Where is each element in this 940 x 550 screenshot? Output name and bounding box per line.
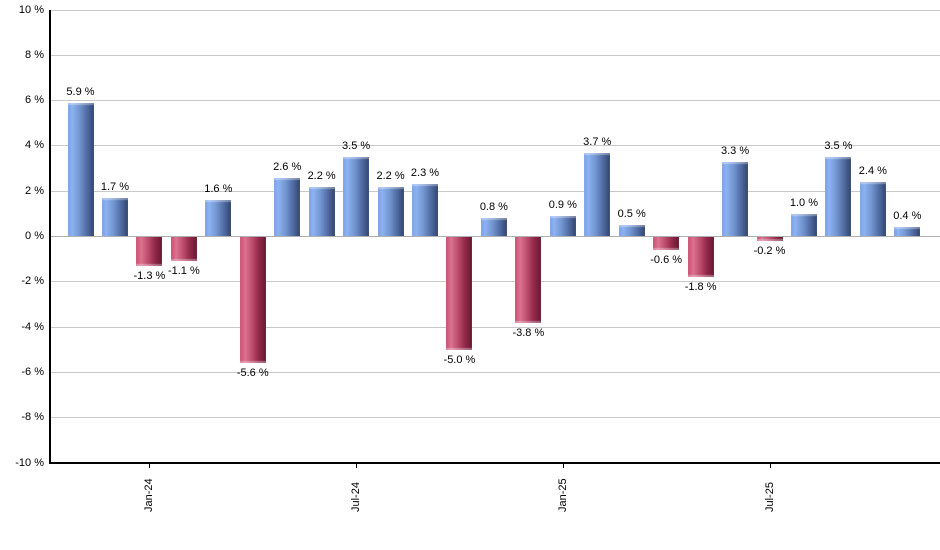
gridline: [50, 326, 940, 328]
y-axis-tick-label: 10 %: [18, 3, 44, 16]
positive-return-bar: [308, 186, 335, 237]
bar-value-label: 0.5 %: [617, 208, 646, 221]
y-axis-tick-label: -8 %: [21, 411, 44, 424]
x-axis-tick: [562, 463, 564, 468]
gridline: [50, 281, 940, 283]
bar-value-label: -5.0 %: [443, 353, 476, 366]
bar-value-label: 2.2 %: [307, 169, 336, 182]
bar-value-label: 1.7 %: [100, 180, 129, 193]
positive-return-bar: [412, 184, 438, 237]
y-axis-tick-label: -2 %: [21, 275, 44, 288]
x-axis-tick-label: Jul-24: [350, 482, 363, 512]
x-axis-tick: [149, 463, 151, 468]
positive-return-bar: [480, 218, 507, 237]
bar-value-label: -0.2 %: [753, 245, 786, 258]
bar-value-label: 2.3 %: [410, 167, 440, 180]
x-axis: [49, 462, 940, 464]
negative-return-bar: [687, 236, 714, 278]
positive-return-bar: [722, 161, 749, 237]
bar-value-label: 3.7 %: [583, 135, 612, 148]
positive-return-bar: [859, 182, 886, 237]
bar-value-label: 0.9 %: [548, 199, 577, 212]
negative-return-bar: [653, 236, 680, 251]
y-axis-tick-label: 2 %: [25, 184, 44, 197]
y-axis-tick-label: -6 %: [21, 365, 44, 378]
negative-return-bar: [239, 236, 266, 364]
x-axis-tick: [769, 463, 771, 468]
bar-value-label: 5.9 %: [66, 85, 95, 98]
gridline: [50, 190, 940, 192]
y-axis: [49, 10, 51, 463]
bar-value-label: -1.3 %: [133, 269, 166, 282]
positive-return-bar: [67, 102, 94, 237]
x-axis-tick: [356, 463, 358, 468]
gridline: [50, 100, 940, 102]
positive-return-bar: [618, 225, 645, 237]
bar-value-label: 1.0 %: [789, 196, 818, 209]
positive-return-bar: [894, 227, 921, 237]
negative-return-bar: [756, 236, 783, 242]
negative-return-bar: [446, 236, 473, 350]
y-axis-tick-label: 4 %: [25, 139, 44, 152]
bar-value-label: 2.4 %: [858, 165, 887, 178]
bar-value-label: -0.6 %: [650, 254, 683, 267]
negative-return-bar: [170, 236, 197, 262]
bar-value-label: -3.8 %: [512, 326, 545, 339]
positive-return-bar: [825, 157, 852, 237]
bar-value-label: 2.2 %: [376, 169, 405, 182]
bar-value-label: 0.4 %: [893, 210, 922, 223]
gridline: [50, 371, 940, 373]
gridline: [50, 9, 940, 11]
positive-return-bar: [205, 200, 232, 237]
negative-return-bar: [515, 236, 542, 323]
bar-value-label: 0.8 %: [479, 201, 508, 214]
gridline: [50, 417, 940, 419]
y-axis-tick-label: -10 %: [15, 456, 44, 469]
positive-return-bar: [101, 197, 128, 237]
y-axis-tick-label: -4 %: [21, 320, 44, 333]
y-axis-tick-label: 0 %: [25, 230, 44, 242]
gridline: [50, 54, 940, 56]
y-axis-tick-label: 6 %: [25, 94, 44, 107]
bar-value-label: -1.8 %: [684, 281, 717, 294]
bar-value-label: -1.1 %: [167, 265, 200, 278]
x-axis-tick-label: Jan-24: [143, 478, 156, 512]
x-axis-tick-label: Jan-25: [556, 478, 569, 512]
bar-value-label: 3.3 %: [720, 144, 750, 157]
positive-return-bar: [377, 186, 404, 237]
bar-value-label: 1.6 %: [204, 183, 233, 196]
positive-return-bar: [584, 152, 611, 237]
bar-value-label: -5.6 %: [236, 367, 269, 380]
bar-value-label: 3.5 %: [824, 140, 853, 153]
y-axis-tick-label: 8 %: [25, 48, 44, 61]
positive-return-bar: [549, 216, 576, 237]
positive-return-bar: [343, 157, 370, 237]
x-axis-tick-label: Jul-25: [763, 482, 776, 512]
positive-return-bar: [274, 177, 301, 237]
bar-value-label: 2.6 %: [273, 160, 302, 173]
negative-return-bar: [136, 236, 163, 266]
bar-value-label: 3.5 %: [342, 140, 371, 153]
positive-return-bar: [790, 213, 817, 237]
